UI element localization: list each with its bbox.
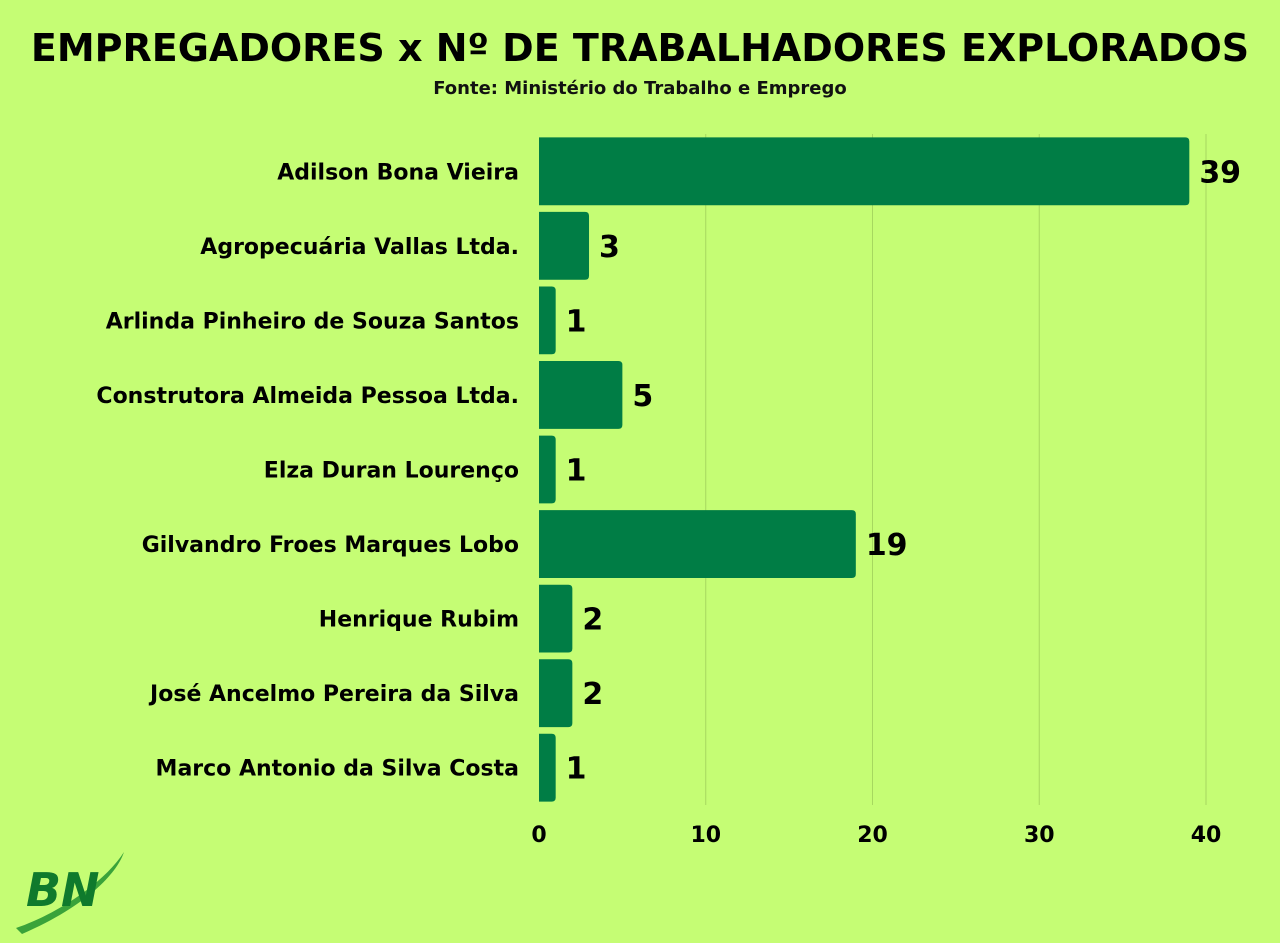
category-label: Agropecuária Vallas Ltda. xyxy=(200,235,519,260)
x-tick-label: 20 xyxy=(857,823,888,848)
bn-logo: BN xyxy=(16,852,124,934)
chart-subtitle: Fonte: Ministério do Trabalho e Emprego xyxy=(433,78,847,99)
x-tick-label: 0 xyxy=(531,823,546,848)
category-label: Henrique Rubim xyxy=(319,608,519,633)
x-tick-labels: 0 10 20 30 40 xyxy=(531,823,1221,848)
category-label: Marco Antonio da Silva Costa xyxy=(156,757,519,782)
value-label: 2 xyxy=(582,603,603,638)
category-label: Arlinda Pinheiro de Souza Santos xyxy=(106,309,519,334)
x-tick-label: 30 xyxy=(1024,823,1055,848)
bar xyxy=(539,733,556,802)
bar xyxy=(539,211,590,280)
value-label: 19 xyxy=(866,528,908,563)
category-label: Construtora Almeida Pessoa Ltda. xyxy=(96,384,519,409)
value-label: 1 xyxy=(566,454,587,489)
chart-title: EMPREGADORES x Nº DE TRABALHADORES EXPLO… xyxy=(30,26,1250,70)
value-label: 1 xyxy=(566,304,587,339)
bar xyxy=(539,510,856,578)
bar xyxy=(539,435,556,504)
category-label: José Ancelmo Pereira da Silva xyxy=(148,682,519,707)
x-tick-label: 10 xyxy=(690,823,721,848)
bar xyxy=(539,137,1190,206)
bar xyxy=(539,286,556,355)
category-labels: Adilson Bona Vieira Agropecuária Vallas L… xyxy=(96,160,519,781)
category-label: Elza Duran Lourenço xyxy=(264,459,519,484)
gridlines xyxy=(705,134,1207,805)
value-label: 3 xyxy=(599,230,620,265)
value-label: 2 xyxy=(582,677,603,712)
bars xyxy=(539,137,1190,802)
x-tick-label: 40 xyxy=(1191,823,1222,848)
value-label: 5 xyxy=(632,379,653,414)
bar xyxy=(539,584,573,653)
category-label: Gilvandro Froes Marques Lobo xyxy=(142,533,519,558)
logo-swoosh xyxy=(16,852,124,934)
category-label: Adilson Bona Vieira xyxy=(277,160,519,185)
value-label: 1 xyxy=(566,752,587,787)
bar xyxy=(539,361,623,429)
value-label: 39 xyxy=(1199,155,1241,190)
bar xyxy=(539,659,573,728)
value-labels: 39 3 1 5 1 19 2 2 1 xyxy=(566,155,1241,786)
logo-text: BN xyxy=(26,863,100,917)
